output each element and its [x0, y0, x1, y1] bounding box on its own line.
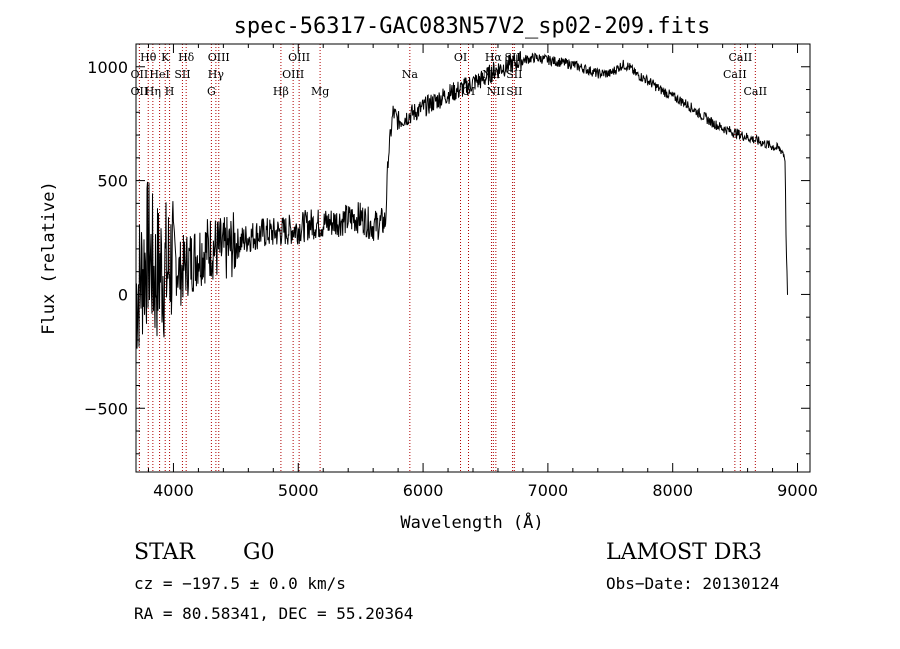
line-label: Mg: [311, 85, 329, 98]
line-label: K: [161, 51, 170, 64]
line-label: OIII: [282, 68, 304, 81]
y-tick-label: −500: [84, 399, 128, 418]
coordinates: RA = 80.58341, DEC = 55.20364: [134, 604, 414, 623]
line-label: Hθ: [140, 51, 157, 64]
line-label: G: [207, 85, 216, 98]
y-tick-label: 0: [118, 285, 128, 304]
y-axis-label: Flux (relative): [39, 181, 59, 335]
object-class: STAR: [134, 540, 195, 565]
x-tick-label: 5000: [278, 481, 319, 500]
line-label: Na: [402, 68, 419, 81]
line-label: SII: [506, 85, 522, 98]
line-label: H: [165, 85, 175, 98]
line-label: CaII: [723, 68, 747, 81]
line-label: Hγ: [208, 68, 225, 81]
obs-date: Obs−Date: 20130124: [606, 574, 780, 593]
line-label: Hδ: [178, 51, 195, 64]
line-label: OIII: [288, 51, 310, 64]
subclass: G0: [243, 540, 275, 565]
line-label: OII: [131, 68, 149, 81]
line-label: OII: [131, 85, 149, 98]
survey-name: LAMOST DR3: [606, 540, 762, 565]
y-tick-label: 1000: [87, 58, 128, 77]
spectrum-chart: spec-56317-GAC083N57V2_sp02-209.fits 400…: [39, 14, 818, 533]
y-tick-label: 500: [97, 172, 128, 191]
line-label: CaII: [729, 51, 753, 64]
line-label: CaII: [743, 85, 767, 98]
line-label: Hα: [485, 51, 503, 64]
x-axis-label: Wavelength (Å): [400, 511, 543, 533]
line-label: OI: [462, 85, 475, 98]
line-label: NII: [482, 68, 500, 81]
chart-title: spec-56317-GAC083N57V2_sp02-209.fits: [234, 14, 711, 39]
redshift-text: cz = −197.5 ± 0.0 km/s: [134, 574, 346, 593]
line-label: OIII: [208, 51, 230, 64]
x-tick-label: 7000: [528, 481, 569, 500]
line-label: HeI: [149, 68, 169, 81]
line-label: SII: [174, 68, 190, 81]
line-label: Hβ: [273, 85, 289, 98]
line-label: SII: [506, 68, 522, 81]
line-label: OI: [454, 51, 467, 64]
line-label: Hη: [145, 85, 161, 98]
x-tick-label: 8000: [652, 481, 693, 500]
line-label: NII: [487, 85, 505, 98]
x-tick-label: 6000: [403, 481, 444, 500]
x-tick-label: 4000: [153, 481, 194, 500]
line-label: SII: [504, 51, 520, 64]
x-tick-label: 9000: [777, 481, 818, 500]
flux-series-line: [135, 51, 788, 349]
